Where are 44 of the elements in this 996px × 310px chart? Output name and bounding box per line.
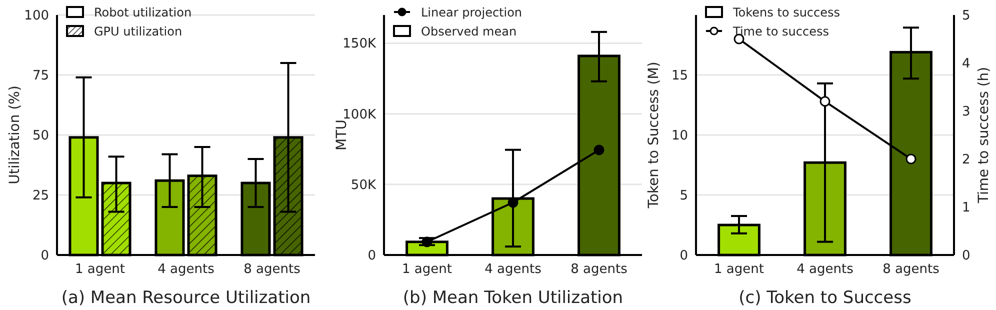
legend-label: Tokens to success (732, 6, 840, 20)
y-tick-label: 10 (671, 128, 688, 144)
legend-label: Robot utilization (94, 6, 192, 20)
legend-label: Linear projection (421, 6, 522, 20)
y2-axis-title: Time to success (h) (976, 66, 992, 204)
y-tick-label: 0 (368, 248, 376, 264)
y2-tick-label: 4 (962, 56, 970, 72)
y2-tick-label: 2 (962, 152, 970, 168)
y2-tick-label: 1 (962, 200, 970, 216)
point (422, 236, 432, 248)
x-tick-label: 4 agents (158, 262, 215, 277)
point (820, 96, 830, 107)
y-tick-label: 15 (671, 68, 688, 84)
x-tick-label: 1 agent (714, 262, 764, 277)
y-tick-label: 100 (24, 8, 49, 24)
y-tick-label: 75 (32, 68, 49, 84)
y2-tick-label: 3 (962, 104, 970, 120)
x-tick-label: 8 agents (882, 262, 940, 277)
y-axis-title: Utilization (%) (7, 86, 23, 184)
text: (c) Token to Success (738, 288, 912, 308)
x-tick-label: 4 agents (796, 262, 854, 277)
y2-tick-label: 5 (962, 8, 970, 24)
x-tick-label: 4 agents (484, 262, 542, 277)
x-tick-label: 1 agent (402, 262, 452, 277)
x-tick-label: 8 agents (570, 262, 628, 277)
y-tick-label: 25 (32, 188, 49, 204)
y2-tick-label: 0 (962, 248, 970, 264)
legend-label: Observed mean (421, 24, 517, 38)
text: (b) Mean Token Utilization (402, 288, 624, 308)
legend-label: Time to success (732, 24, 829, 38)
y-tick-label: 5 (680, 188, 688, 204)
y-tick-label: 50 (32, 128, 49, 144)
text: (a) Mean Resource Utilization (61, 288, 311, 308)
point (906, 154, 916, 164)
y-axis-title: Token to Success (M) (646, 62, 662, 210)
y-axis-title: MTU (334, 120, 350, 150)
y-tick-label: 0 (680, 248, 688, 264)
legend-label: GPU utilization (94, 24, 182, 38)
y-tick-label: 0 (40, 248, 49, 264)
y-tick-label: 50K (350, 178, 376, 193)
y-tick-label: 150K (342, 36, 376, 52)
point (594, 144, 604, 156)
x-tick-label: 1 agent (75, 262, 125, 277)
x-tick-label: 8 agents (244, 262, 301, 277)
